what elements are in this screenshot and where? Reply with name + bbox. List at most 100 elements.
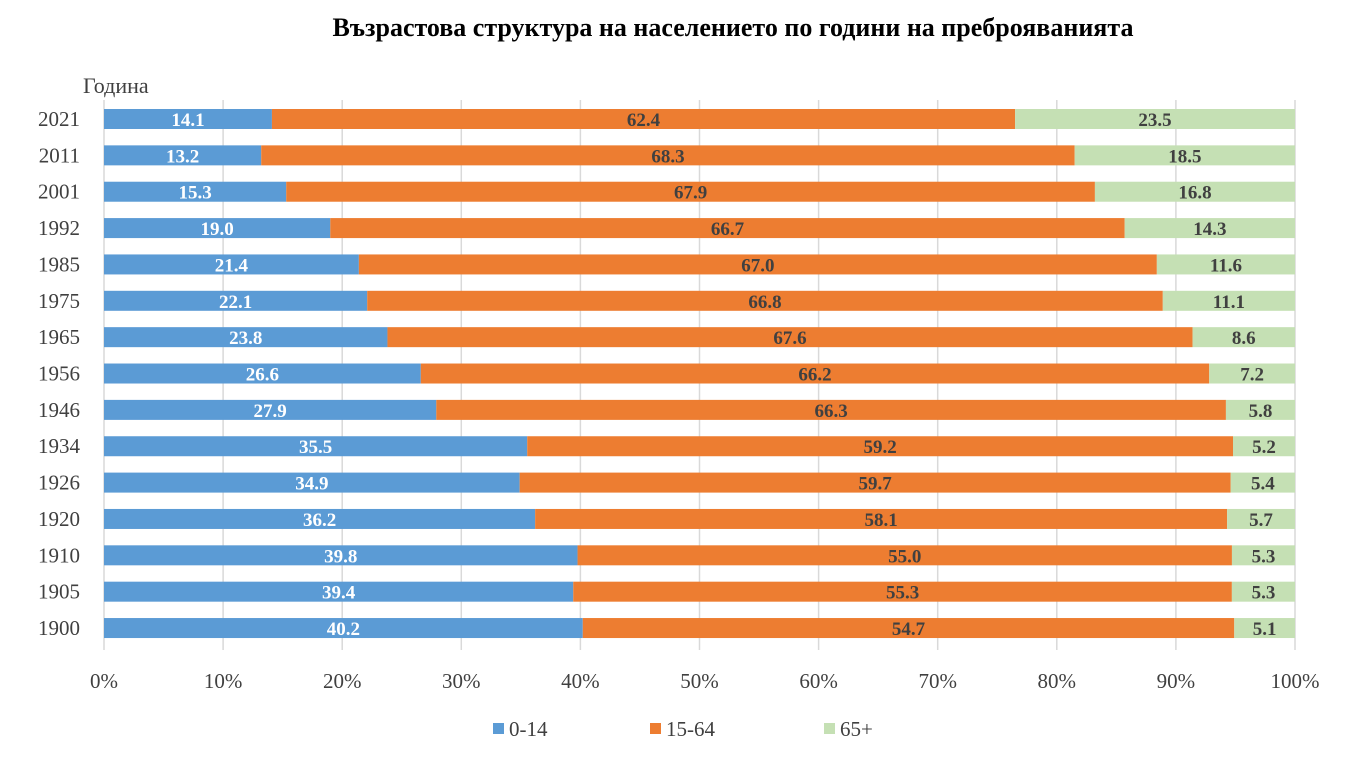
data-label: 59.2	[863, 437, 896, 458]
bar-segment-15-64	[358, 254, 1157, 275]
data-label: 67.0	[741, 255, 774, 276]
x-tick-label: 30%	[442, 669, 481, 693]
y-tick-label: 2001	[38, 180, 80, 204]
data-label: 27.9	[254, 401, 287, 422]
y-tick-label: 1900	[38, 616, 80, 640]
bar-segment-15-64	[527, 436, 1234, 457]
y-tick-label: 1965	[38, 325, 80, 349]
legend-label: 0-14	[509, 717, 548, 741]
x-tick-label: 70%	[918, 669, 957, 693]
data-label: 68.3	[651, 146, 684, 167]
bar-segment-65+	[1074, 145, 1295, 166]
data-label: 11.1	[1213, 292, 1245, 313]
data-label: 39.4	[322, 583, 356, 604]
bar-segment-65+	[1156, 254, 1295, 275]
bar-segment-15-64	[261, 145, 1075, 166]
data-label: 62.4	[627, 110, 661, 131]
y-axis-label: Година	[83, 73, 149, 98]
bar-segment-65+	[1209, 363, 1295, 384]
data-label: 5.1	[1253, 619, 1277, 640]
bar-segment-15-64	[330, 218, 1125, 239]
legend-swatch	[824, 723, 835, 734]
legend-label: 65+	[840, 717, 873, 741]
data-label: 14.1	[171, 110, 204, 131]
bar-segment-65+	[1231, 581, 1295, 602]
bar-segment-65+	[1094, 181, 1295, 202]
x-tick-label: 0%	[90, 669, 118, 693]
data-label: 16.8	[1178, 183, 1211, 204]
bar-segment-15-64	[420, 363, 1210, 384]
data-label: 55.3	[886, 583, 919, 604]
y-tick-label: 1934	[38, 434, 81, 458]
x-tick-label: 60%	[799, 669, 838, 693]
bar-segment-65+	[1162, 290, 1295, 311]
y-tick-label: 1910	[38, 543, 80, 567]
bar-segment-15-64	[367, 290, 1163, 311]
x-tick-label: 80%	[1038, 669, 1077, 693]
data-label: 11.6	[1210, 255, 1242, 276]
x-tick-label: 100%	[1271, 669, 1320, 693]
data-label: 18.5	[1168, 146, 1201, 167]
data-label: 5.4	[1251, 474, 1275, 495]
bar-segment-0-14	[104, 618, 583, 639]
bar-segment-65+	[1015, 109, 1295, 129]
data-label: 66.2	[798, 365, 831, 386]
data-label: 5.3	[1252, 583, 1276, 604]
y-tick-label: 1956	[38, 362, 80, 386]
data-label: 36.2	[303, 510, 336, 531]
bar-segment-65+	[1231, 545, 1295, 566]
bar-segment-65+	[1234, 618, 1295, 639]
data-label: 35.5	[299, 437, 332, 458]
legend-label: 15-64	[666, 717, 715, 741]
x-tick-label: 50%	[680, 669, 719, 693]
bar-segment-65+	[1227, 508, 1295, 529]
data-label: 54.7	[892, 619, 926, 640]
bar-segment-65+	[1124, 218, 1295, 239]
bar-segment-0-14	[104, 181, 287, 202]
data-label: 5.8	[1249, 401, 1273, 422]
bar-segment-0-14	[104, 399, 437, 420]
y-tick-label: 2021	[38, 107, 80, 131]
bar-segment-15-64	[286, 181, 1095, 202]
data-label: 13.2	[166, 146, 199, 167]
data-label: 5.7	[1249, 510, 1273, 531]
bar-segment-0-14	[104, 545, 578, 566]
bar-segment-0-14	[104, 581, 574, 602]
data-label: 14.3	[1193, 219, 1226, 240]
bar-segment-0-14	[104, 508, 536, 529]
data-label: 59.7	[859, 474, 893, 495]
data-label: 22.1	[219, 292, 252, 313]
data-label: 67.6	[773, 328, 806, 349]
x-tick-label: 40%	[561, 669, 600, 693]
legend-swatch	[650, 723, 661, 734]
data-label: 26.6	[246, 365, 279, 386]
data-label: 8.6	[1232, 328, 1256, 349]
bar-segment-0-14	[104, 290, 368, 311]
bar-segment-15-64	[271, 109, 1016, 129]
bar-segment-65+	[1225, 399, 1295, 420]
chart-title: Възрастова структура на населението по г…	[333, 13, 1134, 42]
data-label: 40.2	[327, 619, 360, 640]
data-label: 58.1	[865, 510, 898, 531]
bar-segment-15-64	[577, 545, 1232, 566]
bar-segment-0-14	[104, 218, 331, 239]
bar-segment-65+	[1192, 327, 1295, 348]
data-label: 21.4	[215, 255, 249, 276]
bar-segment-0-14	[104, 472, 520, 493]
bar-segment-15-64	[535, 508, 1228, 529]
data-label: 5.3	[1252, 546, 1276, 567]
bar-segment-0-14	[104, 327, 388, 348]
data-label: 66.8	[748, 292, 781, 313]
y-tick-label: 1946	[38, 398, 80, 422]
bar-segment-15-64	[573, 581, 1232, 602]
legend-swatch	[493, 723, 504, 734]
data-label: 55.0	[888, 546, 921, 567]
data-label: 66.7	[711, 219, 745, 240]
bar-segment-0-14	[104, 254, 359, 275]
x-tick-label: 90%	[1157, 669, 1196, 693]
bar-segment-65+	[1233, 436, 1295, 457]
y-tick-label: 1992	[38, 216, 80, 240]
bar-segment-15-64	[519, 472, 1231, 493]
data-label: 39.8	[324, 546, 357, 567]
